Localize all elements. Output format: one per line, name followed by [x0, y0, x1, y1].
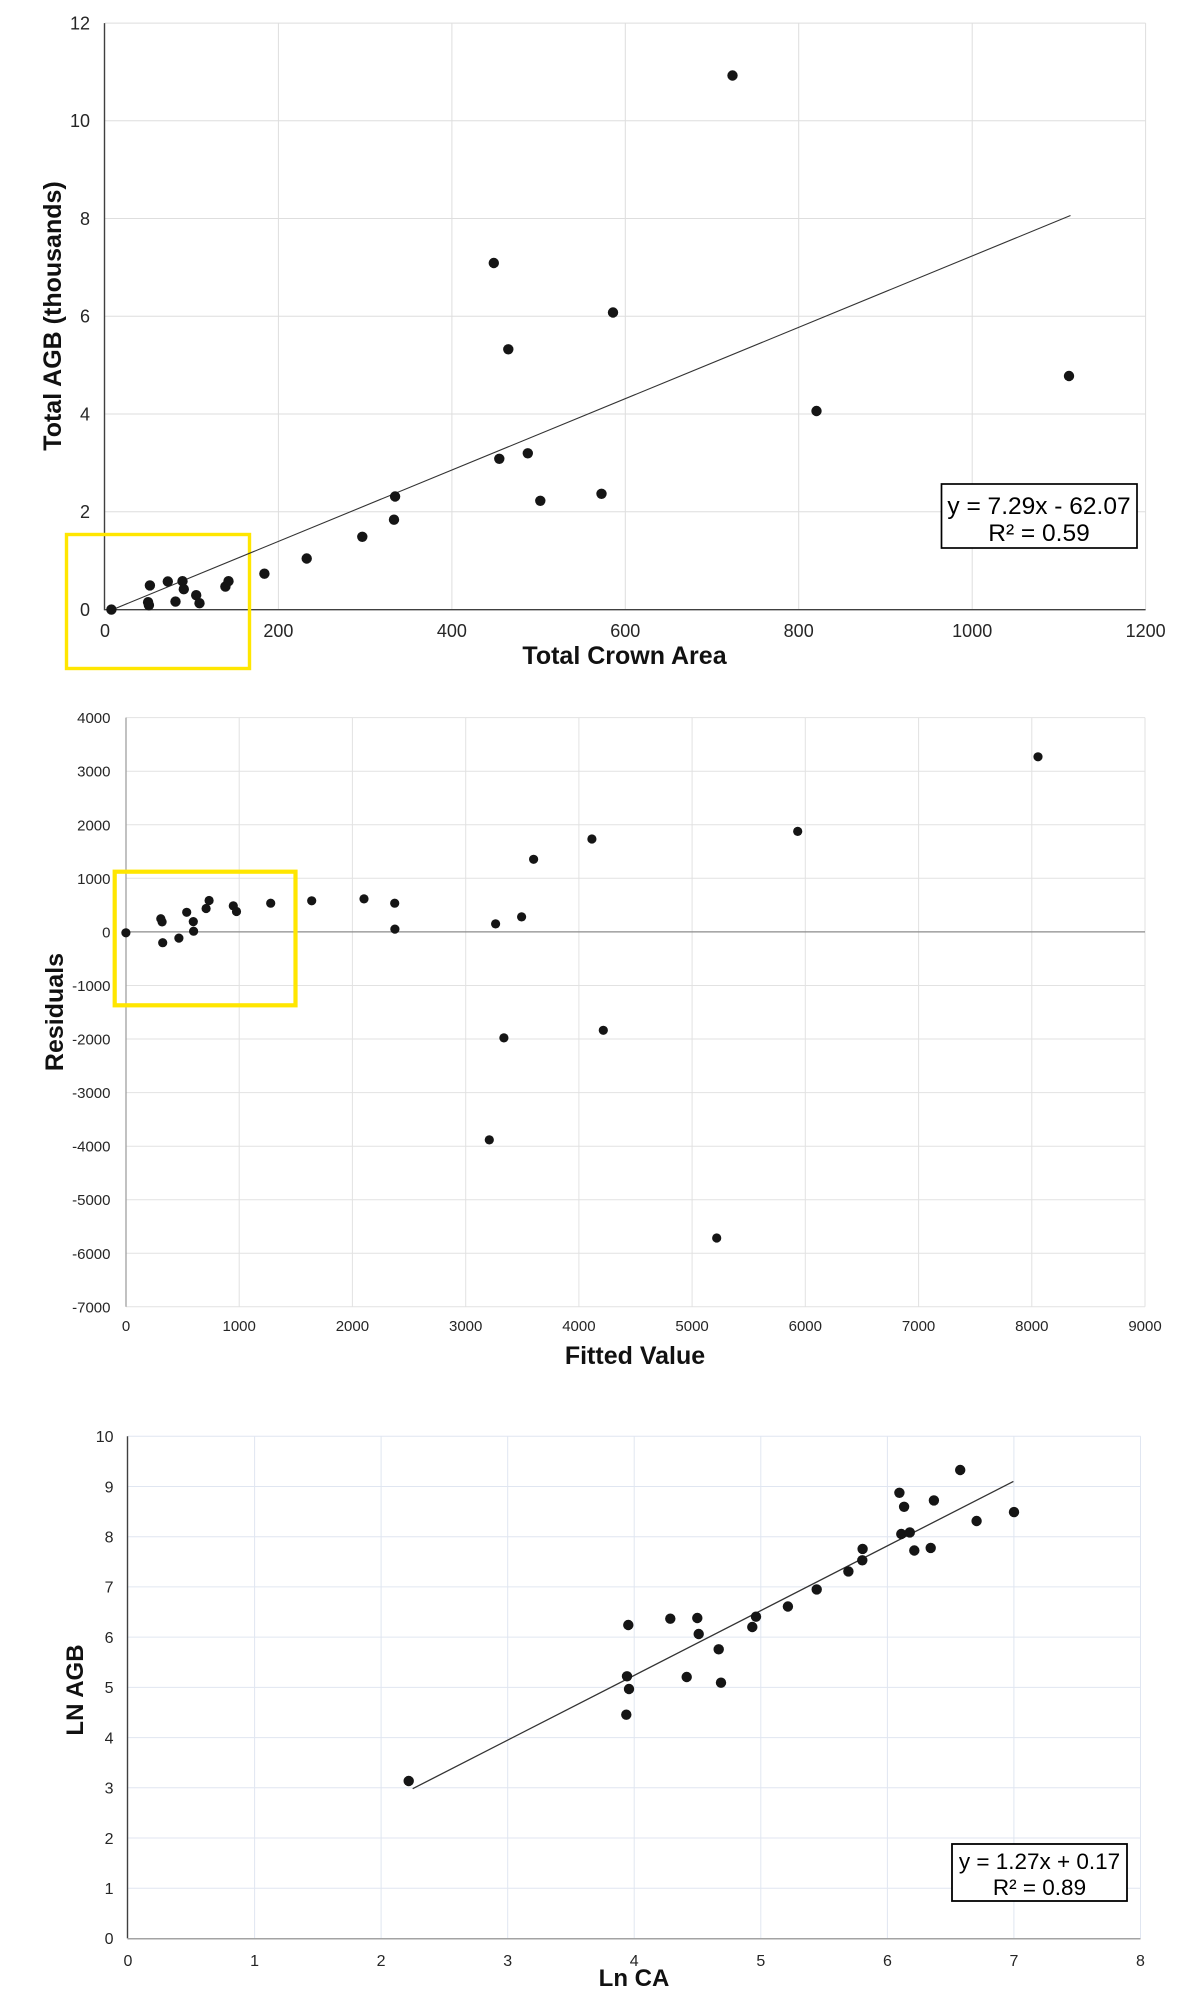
svg-text:1: 1: [250, 1953, 259, 1970]
svg-text:10: 10: [96, 1429, 114, 1446]
svg-text:4000: 4000: [77, 710, 110, 727]
svg-text:6: 6: [883, 1953, 892, 1970]
svg-text:8000: 8000: [1015, 1318, 1048, 1335]
svg-text:y = 1.27x + 0.17: y = 1.27x + 0.17: [959, 1849, 1120, 1874]
svg-text:10: 10: [70, 111, 90, 131]
svg-text:5: 5: [105, 1680, 114, 1697]
svg-text:0: 0: [80, 600, 90, 620]
svg-text:3: 3: [105, 1781, 114, 1798]
svg-text:1: 1: [105, 1881, 114, 1898]
svg-text:6: 6: [105, 1630, 114, 1647]
svg-text:Ln CA: Ln CA: [599, 1965, 670, 1992]
svg-text:-4000: -4000: [72, 1139, 110, 1156]
svg-text:1000: 1000: [952, 621, 992, 641]
svg-text:7000: 7000: [902, 1318, 935, 1335]
svg-text:3000: 3000: [449, 1318, 482, 1335]
svg-text:0: 0: [122, 1318, 130, 1335]
svg-text:Fitted Value: Fitted Value: [565, 1342, 705, 1370]
svg-text:2000: 2000: [77, 817, 110, 834]
svg-text:1000: 1000: [77, 871, 110, 888]
svg-text:3000: 3000: [77, 764, 110, 781]
svg-text:9: 9: [105, 1479, 114, 1496]
svg-text:0: 0: [105, 1931, 114, 1948]
svg-text:-2000: -2000: [72, 1032, 110, 1049]
svg-text:6000: 6000: [789, 1318, 822, 1335]
svg-text:9000: 9000: [1128, 1318, 1161, 1335]
svg-text:2: 2: [105, 1831, 114, 1848]
svg-text:8: 8: [1136, 1953, 1145, 1970]
svg-text:1200: 1200: [1126, 621, 1166, 641]
svg-text:LN AGB: LN AGB: [62, 1644, 89, 1735]
svg-text:8: 8: [80, 209, 90, 229]
svg-text:-3000: -3000: [72, 1085, 110, 1102]
svg-text:4000: 4000: [562, 1318, 595, 1335]
svg-text:800: 800: [784, 621, 814, 641]
svg-text:6: 6: [80, 307, 90, 327]
svg-text:2: 2: [80, 502, 90, 522]
svg-text:1000: 1000: [223, 1318, 256, 1335]
svg-text:2000: 2000: [336, 1318, 369, 1335]
svg-text:0: 0: [100, 621, 110, 641]
svg-text:4: 4: [80, 404, 90, 424]
svg-text:600: 600: [610, 621, 640, 641]
svg-text:400: 400: [437, 621, 467, 641]
svg-text:-6000: -6000: [72, 1246, 110, 1263]
svg-text:R² = 0.59: R² = 0.59: [988, 520, 1089, 547]
svg-text:5000: 5000: [675, 1318, 708, 1335]
svg-text:200: 200: [263, 621, 293, 641]
svg-text:-1000: -1000: [72, 978, 110, 995]
svg-text:7: 7: [105, 1580, 114, 1597]
svg-text:0: 0: [124, 1953, 133, 1970]
svg-text:Residuals: Residuals: [41, 953, 69, 1071]
svg-text:-5000: -5000: [72, 1192, 110, 1209]
svg-text:0: 0: [102, 924, 110, 941]
svg-text:3: 3: [503, 1953, 512, 1970]
svg-text:4: 4: [105, 1730, 114, 1747]
svg-text:4: 4: [630, 1953, 639, 1970]
svg-text:7: 7: [1009, 1953, 1018, 1970]
svg-text:-7000: -7000: [72, 1299, 110, 1316]
svg-text:8: 8: [105, 1530, 114, 1547]
svg-text:2: 2: [377, 1953, 386, 1970]
svg-text:R² = 0.89: R² = 0.89: [993, 1875, 1086, 1900]
svg-text:Total AGB (thousands): Total AGB (thousands): [39, 181, 67, 450]
svg-text:12: 12: [70, 14, 90, 34]
svg-text:y = 7.29x - 62.07: y = 7.29x - 62.07: [947, 493, 1130, 520]
svg-text:Total Crown Area: Total Crown Area: [522, 642, 727, 670]
svg-text:5: 5: [756, 1953, 765, 1970]
